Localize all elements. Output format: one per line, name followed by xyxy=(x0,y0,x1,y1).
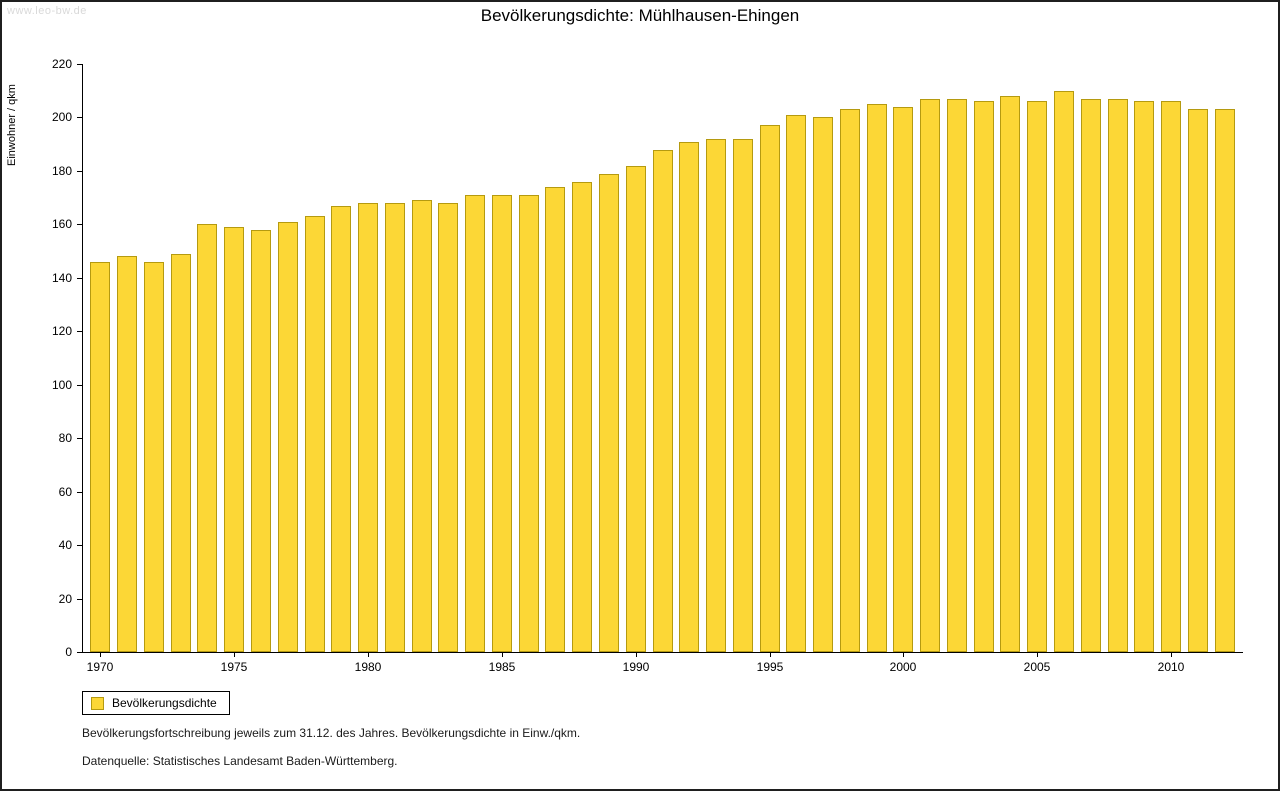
bar-2012 xyxy=(1215,109,1235,652)
bar-1975 xyxy=(224,227,244,652)
x-tick xyxy=(368,653,369,657)
bar-1971 xyxy=(117,256,137,652)
x-tick-label: 1975 xyxy=(220,660,248,674)
y-tick xyxy=(77,64,82,65)
y-tick xyxy=(77,385,82,386)
bar-1986 xyxy=(519,195,539,652)
watermark: www.leo-bw.de xyxy=(7,5,87,17)
bar-1981 xyxy=(385,203,405,652)
bar-1994 xyxy=(733,139,753,652)
bar-1982 xyxy=(412,200,432,652)
bar-1988 xyxy=(572,182,592,652)
y-tick-label: 0 xyxy=(65,645,72,659)
y-tick xyxy=(77,224,82,225)
x-tick xyxy=(903,653,904,657)
x-tick xyxy=(234,653,235,657)
legend-swatch xyxy=(91,696,104,710)
y-axis-line xyxy=(82,64,83,653)
bar-1984 xyxy=(465,195,485,652)
bar-1970 xyxy=(90,262,110,652)
y-tick-label: 160 xyxy=(51,217,72,231)
y-tick xyxy=(77,652,82,653)
legend-label: Bevölkerungsdichte xyxy=(112,696,217,710)
footnote-2: Datenquelle: Statistisches Landesamt Bad… xyxy=(82,754,398,768)
bar-1973 xyxy=(171,254,191,652)
bar-2008 xyxy=(1108,99,1128,652)
legend: Bevölkerungsdichte xyxy=(82,691,230,715)
x-tick xyxy=(502,653,503,657)
x-tick xyxy=(770,653,771,657)
y-tick-label: 200 xyxy=(51,110,72,124)
y-tick-label: 120 xyxy=(51,324,72,338)
bar-1989 xyxy=(599,174,619,652)
bar-1999 xyxy=(867,104,887,652)
bar-2002 xyxy=(947,99,967,652)
y-tick-label: 180 xyxy=(51,164,72,178)
bar-1985 xyxy=(492,195,512,652)
bar-2009 xyxy=(1134,101,1154,652)
x-tick-label: 2000 xyxy=(889,660,917,674)
y-tick xyxy=(77,599,82,600)
y-tick-label: 80 xyxy=(58,431,72,445)
chart-title: Bevölkerungsdichte: Mühlhausen-Ehingen xyxy=(480,6,800,25)
bar-2011 xyxy=(1188,109,1208,652)
bar-1993 xyxy=(706,139,726,652)
bar-1995 xyxy=(760,125,780,652)
y-tick xyxy=(77,278,82,279)
y-tick xyxy=(77,545,82,546)
x-axis-line xyxy=(82,652,1243,653)
bar-2001 xyxy=(920,99,940,652)
bar-1974 xyxy=(197,224,217,652)
bar-2010 xyxy=(1161,101,1181,652)
bar-2000 xyxy=(893,107,913,652)
x-tick xyxy=(1171,653,1172,657)
y-tick xyxy=(77,438,82,439)
bar-1990 xyxy=(626,166,646,652)
bar-1978 xyxy=(305,216,325,652)
y-tick xyxy=(77,171,82,172)
y-tick-label: 20 xyxy=(58,592,72,606)
y-tick-label: 40 xyxy=(58,538,72,552)
x-tick-label: 1985 xyxy=(488,660,516,674)
x-tick-label: 1980 xyxy=(354,660,382,674)
bar-1992 xyxy=(679,142,699,652)
x-tick-label: 2010 xyxy=(1157,660,1185,674)
bar-1972 xyxy=(144,262,164,652)
y-tick-label: 60 xyxy=(58,485,72,499)
x-tick xyxy=(636,653,637,657)
bar-2006 xyxy=(1054,91,1074,652)
bar-1983 xyxy=(438,203,458,652)
bar-1997 xyxy=(813,117,833,652)
x-tick-label: 1990 xyxy=(622,660,650,674)
bar-1979 xyxy=(331,206,351,652)
x-tick-label: 1970 xyxy=(86,660,114,674)
bar-2003 xyxy=(974,101,994,652)
bar-1998 xyxy=(840,109,860,652)
bar-1987 xyxy=(545,187,565,652)
bar-2004 xyxy=(1000,96,1020,652)
y-tick xyxy=(77,331,82,332)
y-tick xyxy=(77,117,82,118)
y-tick-label: 140 xyxy=(51,271,72,285)
x-tick xyxy=(100,653,101,657)
y-tick-label: 100 xyxy=(51,378,72,392)
bar-1996 xyxy=(786,115,806,652)
x-tick-label: 2005 xyxy=(1023,660,1051,674)
y-tick-label: 220 xyxy=(51,57,72,71)
bar-1991 xyxy=(653,150,673,652)
bar-2005 xyxy=(1027,101,1047,652)
y-tick xyxy=(77,492,82,493)
x-tick-label: 1995 xyxy=(756,660,784,674)
bar-1977 xyxy=(278,222,298,652)
footnote-1: Bevölkerungsfortschreibung jeweils zum 3… xyxy=(82,726,581,740)
bar-2007 xyxy=(1081,99,1101,652)
bar-1976 xyxy=(251,230,271,652)
bar-1980 xyxy=(358,203,378,652)
x-tick xyxy=(1037,653,1038,657)
